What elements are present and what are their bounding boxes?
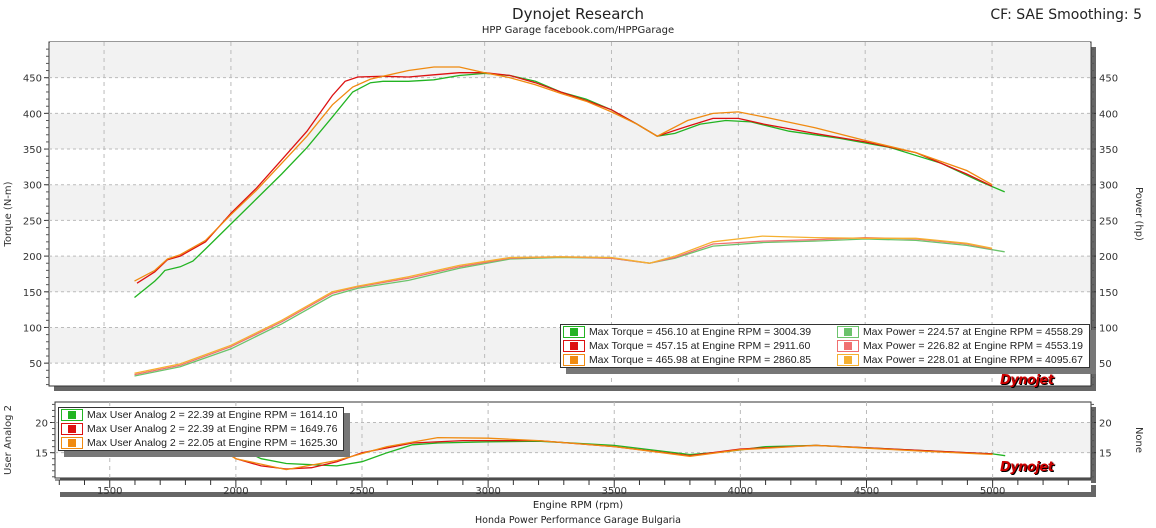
- series-group: [134, 66, 1005, 377]
- y-tick-label: 200: [23, 252, 42, 263]
- legend-label: Max Torque = 465.98 at Engine RPM = 2860…: [588, 354, 812, 366]
- y-tick-label: 150: [23, 288, 42, 299]
- x-tick-label: 1500: [97, 486, 122, 497]
- x-tick-label: 4500: [854, 486, 879, 497]
- series-line-power-run-3: [134, 235, 993, 374]
- legend-label: Max Power = 224.57 at Engine RPM = 4558.…: [862, 326, 1083, 338]
- y-axis-label: User Analog 2: [3, 405, 14, 475]
- x-tick-label: 2500: [349, 486, 374, 497]
- x-axis-label: Engine RPM (rpm): [532, 500, 624, 511]
- dynojet-logo-lower: Dynojet: [1000, 460, 1054, 475]
- legend-label: Max Torque = 456.10 at Engine RPM = 3004…: [588, 326, 812, 338]
- legend-swatch: [61, 437, 83, 449]
- x-tick-label: 4000: [728, 486, 753, 497]
- legend-row: Max User Analog 2 = 22.39 at Engine RPM …: [59, 408, 337, 422]
- legend-row: Max User Analog 2 = 22.39 at Engine RPM …: [59, 422, 337, 436]
- grid-band: [50, 42, 1090, 78]
- x-tick-label: 3500: [602, 486, 627, 497]
- y-tick-label: 20: [35, 419, 48, 430]
- chart-title: Dynojet Research: [512, 5, 644, 23]
- legend-label: Max User Analog 2 = 22.39 at Engine RPM …: [87, 409, 338, 421]
- x-tick-label: 3000: [475, 486, 500, 497]
- y-tick-label: 300: [23, 181, 42, 192]
- legend-row: Max User Analog 2 = 22.05 at Engine RPM …: [59, 436, 337, 450]
- y-tick-label: 450: [23, 74, 42, 85]
- y-tick-label-right: 250: [1099, 216, 1118, 227]
- legend-swatch: [836, 340, 859, 352]
- y-tick-label-right: 450: [1099, 74, 1118, 85]
- y-tick-label: 15: [35, 449, 48, 460]
- grid-band: [50, 113, 1090, 150]
- y-axis-label: Torque (N-m): [3, 181, 14, 247]
- main-legend: Max Torque = 456.10 at Engine RPM = 3004…: [559, 324, 1090, 368]
- legend-row: Max Torque = 457.15 at Engine RPM = 2911…: [561, 339, 1083, 353]
- y-tick-label-right: 100: [1099, 323, 1118, 334]
- y-tick-label: 50: [29, 359, 42, 370]
- series-group: [134, 407, 1006, 471]
- y-axis-label-right: None: [1133, 427, 1144, 453]
- y-tick-label-right: 150: [1099, 288, 1118, 299]
- legend-swatch: [836, 354, 859, 366]
- series-line-torque-run-1: [134, 72, 1005, 299]
- legend-label: Max Power = 226.82 at Engine RPM = 4553.…: [862, 340, 1083, 352]
- legend-swatch: [836, 326, 859, 338]
- y-tick-label-right: 50: [1099, 359, 1112, 370]
- y-tick-label: 350: [23, 145, 42, 156]
- dynojet-logo: Dynojet: [1000, 373, 1054, 388]
- y-tick-label-right: 20: [1099, 419, 1112, 430]
- correction-factor: CF: SAE Smoothing: 5: [990, 7, 1142, 23]
- series-line-torque-run-3: [134, 66, 993, 282]
- legend-label: Max User Analog 2 = 22.05 at Engine RPM …: [87, 437, 338, 449]
- y-axis-label-right: Power (hp): [1133, 187, 1144, 241]
- y-tick-label-right: 200: [1099, 252, 1118, 263]
- chart-subtitle: HPP Garage facebook.com/HPPGarage: [481, 25, 675, 36]
- legend-swatch: [562, 326, 585, 338]
- series-line-ua2-run-3: [141, 409, 993, 471]
- y-tick-label-right: 15: [1099, 449, 1112, 460]
- legend-swatch: [61, 423, 83, 435]
- legend-label: Max Torque = 457.15 at Engine RPM = 2911…: [588, 340, 811, 352]
- grid-band: [50, 184, 1090, 221]
- y-tick-label: 400: [23, 109, 42, 120]
- analog-legend: Max User Analog 2 = 22.39 at Engine RPM …: [58, 407, 345, 451]
- grid-band: [50, 256, 1090, 292]
- y-tick-label: 100: [23, 323, 42, 334]
- legend-label: Max Power = 228.01 at Engine RPM = 4095.…: [862, 354, 1083, 366]
- legend-label: Max User Analog 2 = 22.39 at Engine RPM …: [87, 423, 338, 435]
- y-tick-label-right: 400: [1099, 109, 1118, 120]
- legend-swatch: [61, 409, 83, 421]
- legend-swatch: [562, 354, 585, 366]
- legend-row: Max Torque = 465.98 at Engine RPM = 2860…: [561, 353, 1083, 367]
- y-tick-label-right: 350: [1099, 145, 1118, 156]
- legend-swatch: [562, 340, 585, 352]
- x-tick-label: 2000: [223, 486, 248, 497]
- x-axis-band: [55, 480, 1091, 492]
- footer-text: Honda Power Performance Garage Bulgaria: [474, 515, 682, 526]
- y-tick-label-right: 300: [1099, 181, 1118, 192]
- legend-row: Max Torque = 456.10 at Engine RPM = 3004…: [561, 325, 1083, 339]
- x-tick-label: 5000: [980, 486, 1005, 497]
- y-tick-label: 250: [23, 216, 42, 227]
